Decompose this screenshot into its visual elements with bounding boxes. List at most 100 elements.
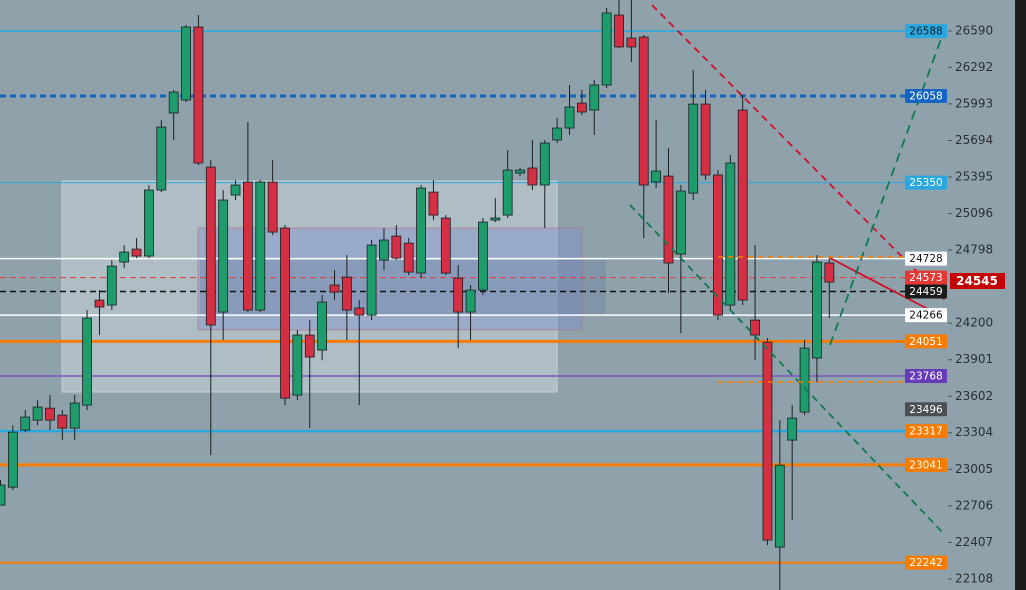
candle-body	[292, 334, 303, 396]
trend-line	[829, 27, 946, 346]
candle-body	[32, 406, 43, 421]
candle-body	[156, 126, 167, 191]
level-label: 23768	[909, 371, 942, 383]
candle-body	[366, 244, 377, 316]
level-label-box	[905, 88, 947, 103]
y-tick-label: 23005	[955, 462, 993, 476]
candle-body	[564, 106, 575, 129]
y-tick-label: 25694	[955, 133, 993, 147]
level-label: 24573	[909, 272, 942, 284]
candle-body	[502, 169, 513, 216]
candle-body	[688, 103, 699, 194]
candle-body	[589, 84, 600, 111]
candle-body	[614, 14, 624, 48]
last-price-label: 24545	[956, 274, 998, 288]
candle-body	[403, 242, 414, 273]
candle-body	[131, 248, 142, 257]
candle-body	[626, 37, 637, 48]
candle-body	[20, 416, 31, 431]
candle-body	[242, 181, 253, 311]
level-label-box	[905, 308, 947, 323]
level-label: 24051	[909, 336, 942, 348]
y-tick-label: 24798	[955, 243, 993, 257]
y-tick-label: 23901	[955, 352, 993, 366]
level-label-box	[905, 334, 947, 349]
candle-body	[267, 181, 278, 233]
candle-body	[280, 227, 290, 399]
candle-body	[205, 166, 216, 326]
drawings	[629, 4, 946, 536]
zone	[200, 260, 606, 315]
level-label: 23041	[909, 459, 942, 471]
candle-body	[329, 284, 340, 293]
candle-body	[45, 407, 55, 421]
candle-body	[57, 414, 68, 429]
y-tick-label: 26292	[955, 60, 993, 74]
level-label: 24459	[909, 286, 942, 298]
level-label-box	[905, 402, 947, 417]
candle-body	[440, 217, 451, 274]
level-label: 25350	[909, 177, 942, 189]
trend-line	[829, 257, 946, 319]
price-axis: 26590 26292 25993 25694 25395 25096 24798 24200…	[948, 23, 993, 585]
candle-body	[379, 239, 389, 261]
candle-body	[168, 91, 179, 114]
candles	[0, 0, 835, 590]
y-tick-label: 24200	[955, 316, 993, 330]
candle-body	[304, 334, 315, 358]
candle-body	[0, 484, 6, 506]
level-label-box	[905, 175, 947, 190]
candle-body	[94, 299, 105, 308]
candle-body	[799, 347, 810, 413]
candle-body	[181, 26, 191, 101]
candle-body	[787, 417, 798, 441]
candle-body	[725, 162, 736, 306]
level-label: 26058	[909, 90, 942, 102]
candle-body	[651, 170, 662, 183]
candle-body	[824, 262, 835, 283]
level-label: 23317	[909, 426, 942, 438]
y-tick-label: 23304	[955, 425, 993, 439]
candle-body	[354, 307, 365, 316]
candle-body	[193, 26, 204, 164]
level-label: 22242	[909, 557, 942, 569]
candle-body	[82, 317, 92, 406]
edge-strip	[1015, 0, 1026, 590]
level-label-box	[905, 457, 947, 472]
candle-body	[7, 431, 18, 488]
candle-body	[317, 301, 328, 351]
level-label-box	[905, 369, 947, 384]
candle-body	[428, 191, 439, 216]
candle-body	[515, 169, 525, 174]
candle-body	[144, 189, 154, 257]
candle-body	[230, 184, 241, 196]
level-label: 23496	[909, 404, 943, 416]
level-label-box	[905, 555, 947, 570]
candle-body	[601, 12, 612, 86]
candle-body	[750, 319, 760, 336]
y-tick-label: 23602	[955, 389, 993, 403]
last-price-box	[950, 272, 1005, 289]
candle-body	[675, 190, 686, 255]
candle-body	[453, 277, 464, 313]
candle-body	[576, 102, 587, 113]
candle-body	[812, 261, 822, 359]
candle-body	[341, 276, 352, 311]
level-label: 24728	[909, 253, 942, 265]
y-tick-label: 25096	[955, 206, 993, 220]
candle-body	[490, 217, 501, 221]
candle-body	[663, 175, 674, 264]
candle-body	[106, 265, 117, 306]
y-tick-label: 22108	[955, 571, 993, 585]
candle-body	[478, 221, 488, 291]
candle-body	[762, 341, 773, 541]
level-label-box	[905, 270, 947, 285]
candle-body	[638, 36, 649, 186]
y-tick-label: 25395	[955, 170, 993, 184]
candle-body	[774, 464, 785, 548]
candle-body	[737, 109, 748, 301]
candle-body	[255, 181, 266, 311]
level-label-box	[905, 284, 947, 299]
candle-body	[416, 187, 426, 274]
